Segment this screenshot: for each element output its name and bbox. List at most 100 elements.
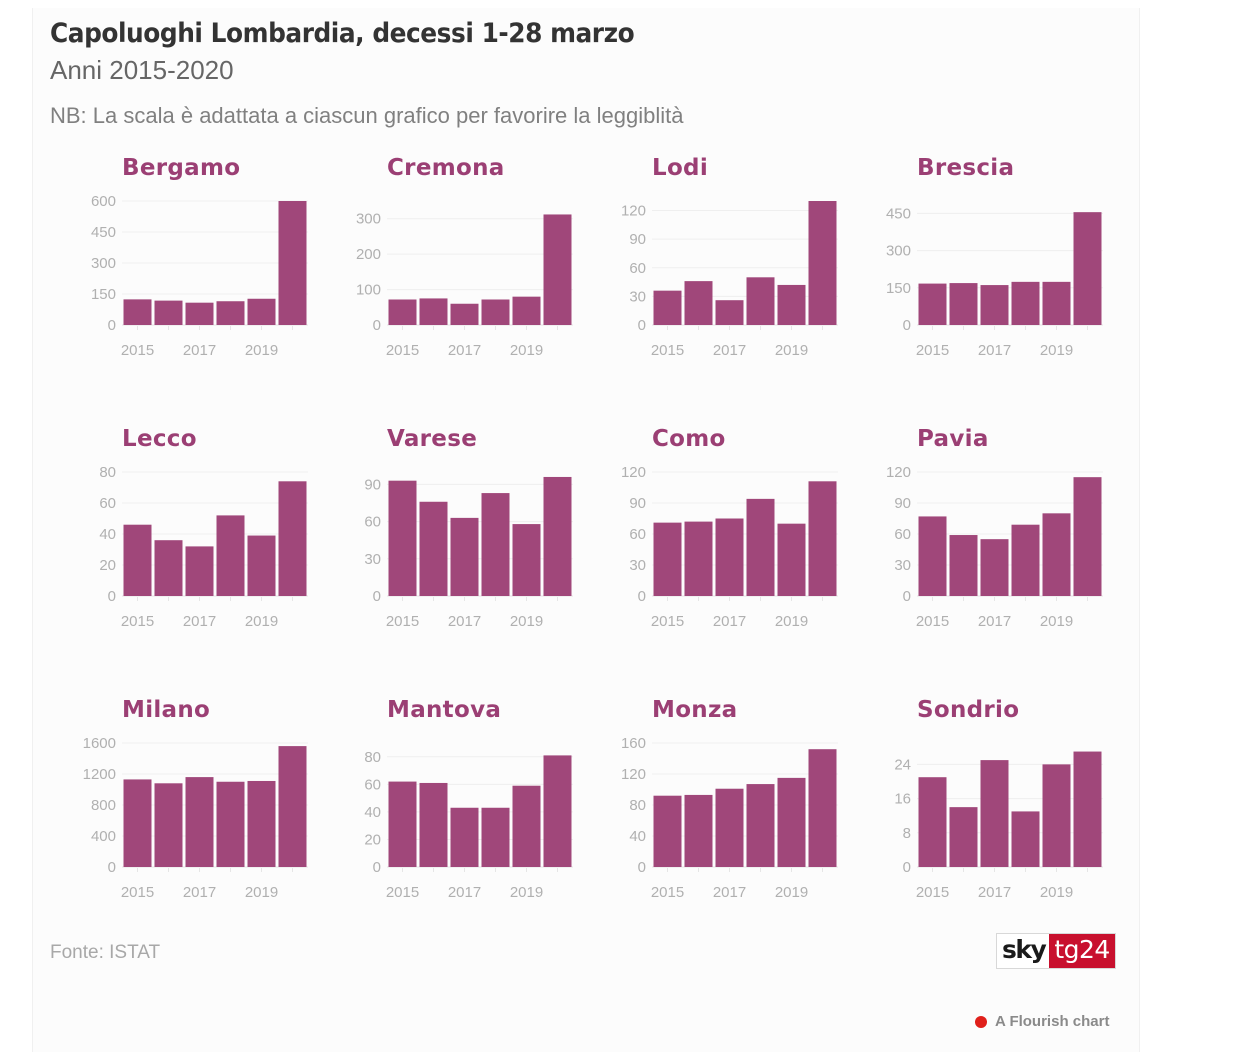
- y-tick-label: 0: [108, 859, 116, 876]
- bar-2018[interactable]: 2018: 94: [746, 498, 775, 596]
- small-chart-title: Cremona: [387, 155, 505, 181]
- bar-2018[interactable]: 2018: 50: [746, 277, 775, 325]
- y-tick-label: 1200: [83, 766, 116, 783]
- bar-2020[interactable]: 2020: 96: [543, 476, 572, 596]
- bar-2018[interactable]: 2018: 72: [481, 299, 510, 325]
- bar-2019[interactable]: 2019: 70: [777, 523, 806, 596]
- x-tick-label: 2015: [121, 613, 154, 630]
- bar-2019[interactable]: 2019: 58: [512, 524, 541, 596]
- small-chart-plot: 0 20 40 60 80 2015: 622016: 612017: 432018: 4…: [364, 749, 573, 901]
- bar-2020[interactable]: 2020: 1560: [278, 746, 307, 867]
- x-tick-label: 2017: [448, 884, 481, 901]
- bar-2019[interactable]: 2019: 42: [777, 284, 806, 325]
- bar-2017[interactable]: 2017: 60: [450, 303, 479, 325]
- bar-2018[interactable]: 2018: 115: [216, 301, 245, 325]
- bar-2018[interactable]: 2018: 69: [1011, 524, 1040, 596]
- bar-2015[interactable]: 2015: 36: [653, 290, 682, 325]
- bar-2015[interactable]: 2015: 71: [653, 522, 682, 596]
- bar-2018[interactable]: 2018: 83: [481, 493, 510, 596]
- bar-2019[interactable]: 2019: 59: [512, 785, 541, 867]
- bar-2017[interactable]: 2017: 75: [715, 518, 744, 597]
- bar-2015[interactable]: 2015: 62: [388, 781, 417, 867]
- x-tick-label: 2019: [1040, 342, 1073, 359]
- bar-2020[interactable]: 2020: 152: [808, 749, 837, 867]
- bar-2020[interactable]: 2020: 455: [1073, 212, 1102, 325]
- bar-2017[interactable]: 2017: 101: [715, 788, 744, 867]
- bar-2015[interactable]: 2015: 72: [388, 299, 417, 325]
- bar-2017[interactable]: 2017: 32: [185, 546, 214, 596]
- bar-2015[interactable]: 2015: 92: [653, 795, 682, 867]
- small-chart-title: Pavia: [917, 426, 989, 452]
- bar-2019[interactable]: 2019: 127: [247, 298, 276, 325]
- bar-2020[interactable]: 2020: 81: [543, 755, 572, 867]
- bar-2020[interactable]: 2020: 74: [278, 481, 307, 596]
- bar-2020[interactable]: 2020: 115: [1073, 477, 1102, 596]
- bar-2020[interactable]: 2020: 130: [808, 201, 837, 325]
- bar-2015[interactable]: 2015: 1130: [123, 779, 152, 867]
- bar-2015[interactable]: 2015: 124: [123, 299, 152, 325]
- bar-2019[interactable]: 2019: 80: [512, 296, 541, 325]
- bar-2020[interactable]: 2020: 312: [543, 214, 572, 325]
- bar-2018[interactable]: 2018: 52: [216, 515, 245, 596]
- y-tick-label: 400: [91, 828, 116, 845]
- bar-2020[interactable]: 2020: 111: [808, 481, 837, 596]
- y-tick-label: 800: [91, 797, 116, 814]
- y-tick-label: 40: [364, 804, 381, 821]
- bar-2019[interactable]: 2019: 80: [1042, 513, 1071, 596]
- bar-2019[interactable]: 2019: 39: [247, 535, 276, 596]
- bar-2017[interactable]: 2017: 63: [450, 517, 479, 596]
- bar-2018[interactable]: 2018: 43: [481, 807, 510, 867]
- bar-2017[interactable]: 2017: 161: [980, 285, 1009, 325]
- y-tick-label: 100: [356, 282, 381, 299]
- bar-2015[interactable]: 2015: 46: [123, 524, 152, 596]
- bar-2015[interactable]: 2015: 167: [918, 283, 947, 325]
- bar-2019[interactable]: 2019: 1110: [247, 780, 276, 867]
- x-tick-label: 2019: [245, 342, 278, 359]
- bar-2019[interactable]: 2019: 24: [1042, 764, 1071, 867]
- bar-2018[interactable]: 2018: 1100: [216, 781, 245, 867]
- bar-2018[interactable]: 2018: 13: [1011, 811, 1040, 867]
- bar-2019[interactable]: 2019: 174: [1042, 281, 1071, 325]
- bar-2018[interactable]: 2018: 107: [746, 784, 775, 867]
- bar-2015[interactable]: 2015: 21: [918, 777, 947, 867]
- small-chart-plot: 0 400 800 1200 1600 2015: 11302016: 10802017:…: [83, 735, 308, 901]
- chart-subtitle: Anni 2015-2020: [50, 55, 234, 85]
- x-tick-label: 2017: [448, 342, 481, 359]
- bar-2019[interactable]: 2019: 115: [777, 777, 806, 867]
- bar-2015[interactable]: 2015: 93: [388, 480, 417, 596]
- bar-2017[interactable]: 2017: 108: [185, 302, 214, 325]
- x-tick-label: 2017: [713, 342, 746, 359]
- bar-2015[interactable]: 2015: 77: [918, 516, 947, 596]
- x-tick-label: 2019: [775, 884, 808, 901]
- flourish-credit-link[interactable]: A Flourish chart: [975, 1013, 1109, 1030]
- bar-2018[interactable]: 2018: 174: [1011, 281, 1040, 325]
- x-tick-label: 2017: [713, 884, 746, 901]
- y-tick-label: 0: [108, 588, 116, 605]
- bar-2017[interactable]: 2017: 1160: [185, 777, 214, 867]
- source-label: Fonte: ISTAT: [50, 942, 161, 963]
- x-tick-label: 2019: [510, 613, 543, 630]
- bar-2017[interactable]: 2017: 25: [980, 760, 1009, 867]
- x-tick-label: 2017: [978, 613, 1011, 630]
- bar-2017[interactable]: 2017: 26: [715, 300, 744, 325]
- bar-2017[interactable]: 2017: 43: [450, 807, 479, 867]
- bar-2020[interactable]: 2020: 27: [1073, 751, 1102, 867]
- x-tick-label: 2015: [121, 342, 154, 359]
- bar-2017[interactable]: 2017: 55: [980, 539, 1009, 596]
- bar-2020[interactable]: 2020: 600: [278, 201, 307, 325]
